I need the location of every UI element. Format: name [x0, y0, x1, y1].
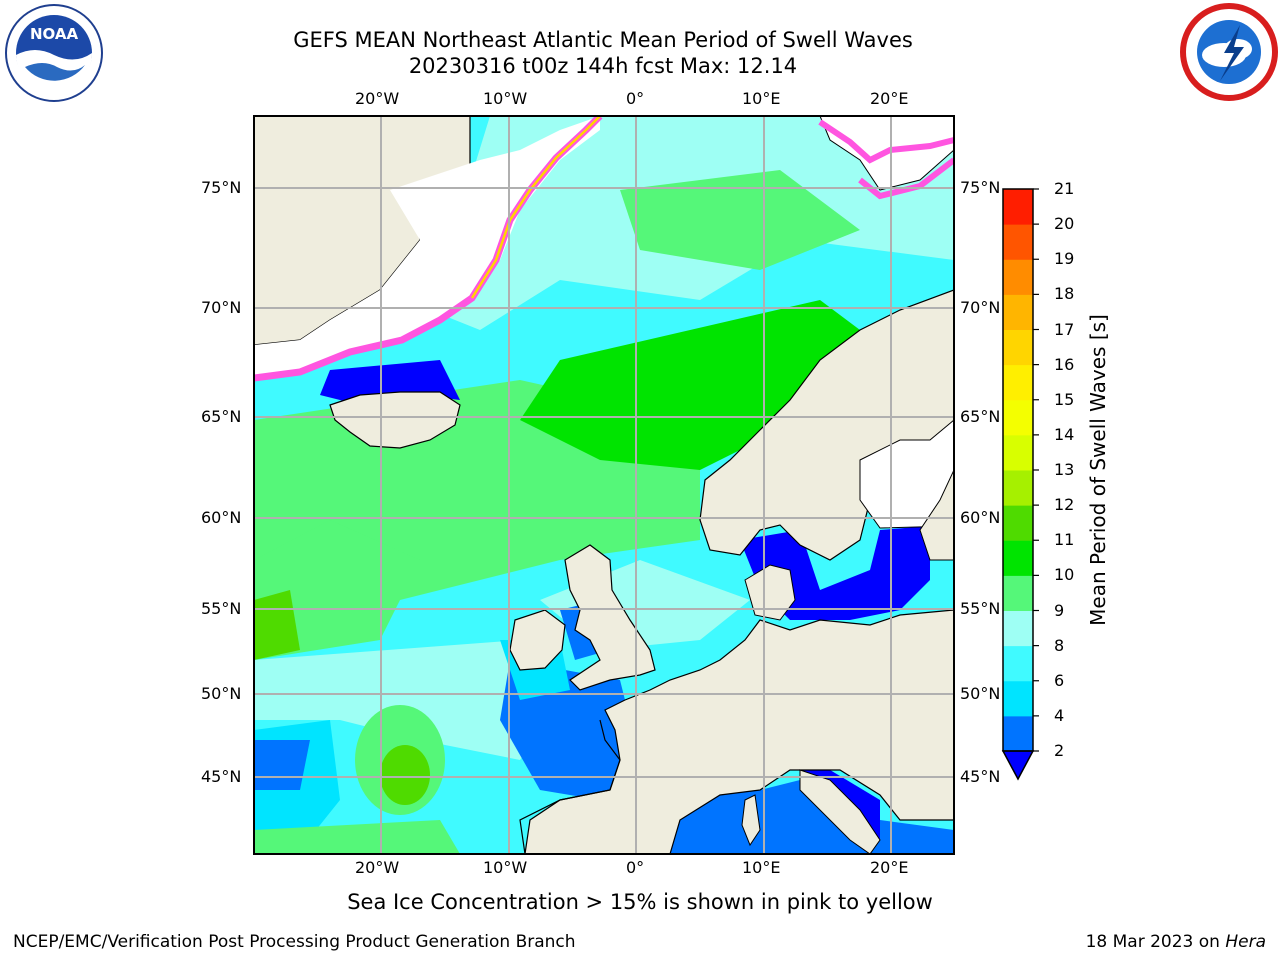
colorbar-tick-label: 10 — [1054, 565, 1075, 585]
colorbar-tick-label: 12 — [1054, 495, 1075, 515]
lon-label-top-0: 0° — [626, 89, 645, 108]
colorbar-tick-label: 11 — [1054, 530, 1075, 550]
colorbar-tick-label: 18 — [1054, 284, 1075, 304]
footer-date-text: 18 Mar 2023 on — [1085, 932, 1226, 952]
colorbar-tick-label: 20 — [1054, 214, 1075, 234]
colorbar — [1001, 188, 1039, 781]
lat-label-left-65n: 65°N — [201, 407, 242, 426]
chart-title: GEFS MEAN Northeast Atlantic Mean Period… — [293, 28, 913, 52]
bothnia-ice — [859, 419, 954, 529]
lat-label-right-75n: 75°N — [960, 178, 1001, 197]
swell-band-light-south — [254, 640, 560, 760]
colorbar-tick-label: 14 — [1054, 424, 1075, 444]
lat-label-left-70n: 70°N — [201, 298, 242, 317]
noaa-logo-text: NOAA — [30, 25, 79, 43]
colorbar-segment — [1003, 680, 1033, 717]
colorbar-tick-label: 13 — [1054, 460, 1075, 479]
colorbar-segment — [1003, 505, 1033, 541]
sea-ice-edge-svalbard — [818, 119, 954, 164]
colorbar-tick-label: 15 — [1054, 389, 1075, 409]
graticule — [254, 116, 954, 854]
colorbar-segment — [1003, 189, 1033, 225]
colorbar-tick-label: 4 — [1054, 705, 1065, 725]
mediterranean — [660, 780, 954, 854]
lon-label-bottom-0: 0° — [626, 858, 645, 877]
colorbar-tick-label: 8 — [1054, 635, 1065, 655]
lat-label-left-75n: 75°N — [201, 178, 242, 197]
colorbar-segment — [1003, 645, 1033, 682]
lon-label-top-20e: 20°E — [870, 89, 909, 108]
footer-credit: NCEP/EMC/Verification Post Processing Pr… — [13, 932, 576, 952]
lon-label-bottom-10w: 10°W — [483, 858, 528, 877]
colorbar-segment — [1003, 399, 1033, 436]
sea-ice-caption: Sea Ice Concentration > 15% is shown in … — [347, 890, 933, 914]
ireland — [509, 609, 566, 671]
lon-label-top-20w: 20°W — [355, 89, 400, 108]
footer-date: 18 Mar 2023 on Hera — [1086, 932, 1266, 952]
lat-label-right-60n: 60°N — [960, 508, 1001, 527]
map-frame — [253, 115, 955, 855]
lon-label-bottom-10e: 10°E — [742, 858, 781, 877]
colorbar-tick-label: 2 — [1054, 741, 1065, 760]
lat-label-right-70n: 70°N — [960, 298, 1001, 317]
colorbar-segment — [1003, 610, 1033, 647]
map-area — [254, 116, 954, 854]
footer-machine: Hera — [1225, 932, 1266, 952]
colorbar-tick-label: 19 — [1054, 249, 1075, 269]
colorbar-tick-label: 21 — [1054, 179, 1075, 198]
colorbar-segment — [1003, 540, 1033, 576]
great-britain — [564, 544, 656, 691]
colorbar-segment — [1003, 224, 1033, 260]
lon-label-bottom-20w: 20°W — [355, 858, 400, 877]
colorbar-segment — [1003, 470, 1033, 506]
sea-ice-greenland — [254, 116, 600, 375]
noaa-logo: NOAA — [5, 4, 103, 102]
colorbar-tick-label: 17 — [1054, 319, 1075, 339]
lat-label-right-50n: 50°N — [960, 684, 1001, 703]
lat-label-right-55n: 55°N — [960, 599, 1001, 618]
lat-label-right-65n: 65°N — [960, 407, 1001, 426]
colorbar-segment — [1003, 329, 1033, 366]
colorbar-under-arrow — [1001, 750, 1035, 781]
colorbar-tick-label: 6 — [1054, 670, 1065, 690]
italy — [799, 769, 881, 854]
lat-label-right-45n: 45°N — [960, 767, 1001, 786]
colorbar-segment — [1003, 715, 1033, 752]
lon-label-bottom-20e: 20°E — [870, 858, 909, 877]
iceland — [329, 391, 461, 449]
colorbar-segment — [1003, 294, 1033, 330]
colorbar-segment — [1003, 575, 1033, 611]
lon-label-top-10e: 10°E — [742, 89, 781, 108]
colorbar-segment — [1003, 364, 1033, 401]
colorbar-segment — [1003, 434, 1033, 471]
colorbar-tick-label: 9 — [1054, 600, 1065, 620]
swell-band-green-north — [620, 170, 860, 270]
lat-label-left-55n: 55°N — [201, 599, 242, 618]
lat-label-left-45n: 45°N — [201, 767, 242, 786]
chart-subtitle: 20230316 t00z 144h fcst Max: 12.14 — [408, 54, 798, 78]
denmark — [744, 564, 796, 621]
colorbar-tick-label: 16 — [1054, 354, 1075, 374]
lon-label-top-10w: 10°W — [483, 89, 528, 108]
colorbar-label: Mean Period of Swell Waves [s] — [1086, 314, 1110, 626]
colorbar-segment — [1003, 259, 1033, 295]
lat-label-left-50n: 50°N — [201, 684, 242, 703]
nws-logo — [1180, 3, 1278, 101]
lat-label-left-60n: 60°N — [201, 508, 242, 527]
